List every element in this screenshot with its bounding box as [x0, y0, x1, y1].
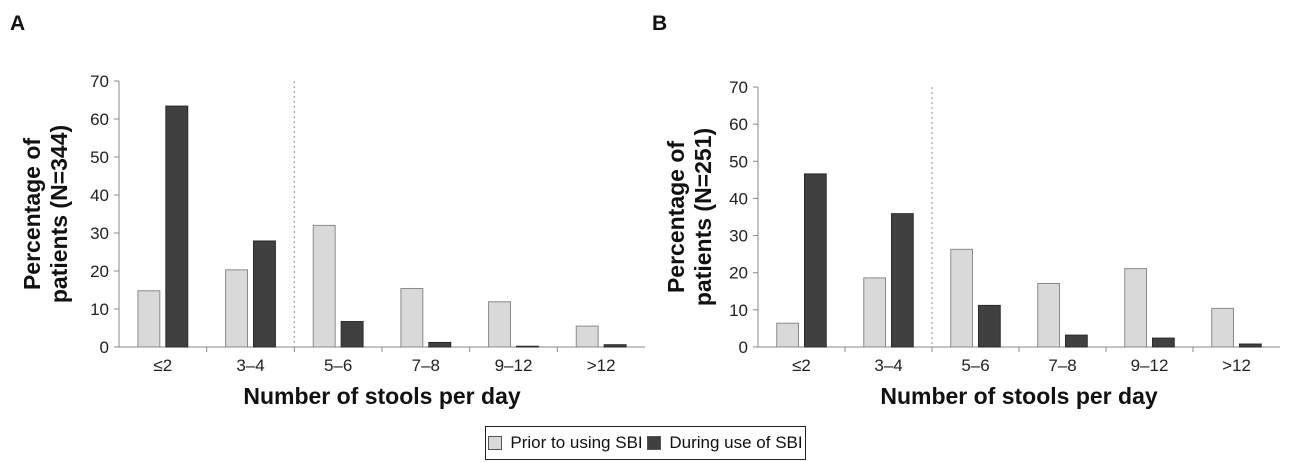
x-tick-label: 7–8	[412, 356, 440, 375]
y-tick-label: 10	[90, 300, 109, 319]
chart-panel-a: A 0 10 20 30 40 50 60 70 ≤2 3–4 5–6 7–8 9–12 >12 Number…	[10, 12, 645, 409]
bar-during	[253, 240, 276, 348]
bar-during	[1239, 343, 1262, 348]
y-tick-label: 30	[729, 227, 748, 246]
bar-prior	[400, 287, 424, 348]
x-axis-label: Number of stools per day	[880, 383, 1158, 409]
bar-prior	[1037, 282, 1060, 348]
x-tick-label: 9–12	[495, 356, 533, 375]
bar-prior	[575, 325, 599, 348]
y-tick-label: 40	[729, 189, 748, 208]
y-axis-label-line: Percentage of	[19, 138, 45, 290]
y-tick-label: 60	[90, 110, 109, 129]
bar-prior	[1124, 268, 1147, 348]
bar-prior	[776, 322, 799, 348]
x-axis-label: Number of stools per day	[243, 383, 521, 409]
bar-prior	[1211, 307, 1234, 348]
legend-swatch-prior	[488, 436, 503, 450]
bar-prior	[225, 269, 248, 348]
bar-during	[428, 341, 452, 348]
x-tick-label: ≤2	[792, 356, 811, 375]
panel-label: A	[10, 12, 25, 35]
y-tick-label: 0	[100, 338, 109, 357]
y-tick-label: 70	[90, 72, 109, 91]
bar-prior	[863, 277, 886, 348]
y-tick-label: 20	[90, 262, 109, 281]
y-tick-label: 40	[90, 186, 109, 205]
y-tick-label: 70	[729, 78, 748, 97]
y-axis-label-line: Percentage of	[663, 141, 689, 293]
bar-during	[804, 173, 827, 348]
x-tick-label: 5–6	[324, 356, 352, 375]
y-axis-label-line: patients (N=251)	[690, 128, 716, 306]
panel-label: B	[652, 12, 667, 35]
y-tick-label: 50	[729, 152, 748, 171]
y-tick-label: 20	[729, 264, 748, 283]
y-axis-label: Percentage ofpatients (N=344)	[19, 125, 72, 303]
bar-prior	[137, 290, 161, 348]
y-tick-label: 60	[729, 115, 748, 134]
legend-item-prior: Prior to using SBI	[488, 433, 643, 453]
x-tick-label: 7–8	[1048, 356, 1076, 375]
bar-during	[1065, 334, 1088, 348]
y-axis-label-line: patients (N=344)	[46, 125, 72, 303]
legend-item-during: During use of SBI	[647, 433, 803, 453]
legend: Prior to using SBI During use of SBI	[485, 426, 806, 460]
legend-swatch-during	[647, 436, 662, 450]
chart-panel-b: B 0 10 20 30 40 50 60 70 ≤2 3–4 5–6 7–8 9–12 >12 Number…	[652, 12, 1280, 409]
y-tick-label: 30	[90, 224, 109, 243]
x-tick-label: 5–6	[961, 356, 989, 375]
y-tick-label: 50	[90, 148, 109, 167]
bar-during	[603, 344, 627, 348]
bar-during	[516, 345, 539, 348]
legend-label-during: During use of SBI	[669, 433, 803, 452]
x-tick-label: 9–12	[1131, 356, 1169, 375]
y-tick-label: 10	[729, 301, 748, 320]
x-tick-label: ≤2	[153, 356, 172, 375]
bar-during	[1152, 337, 1175, 348]
y-axis-label: Percentage ofpatients (N=251)	[663, 128, 716, 306]
bar-during	[978, 304, 1001, 348]
y-tick-label: 0	[739, 338, 748, 357]
bar-during	[340, 321, 364, 348]
legend-label-prior: Prior to using SBI	[510, 433, 643, 452]
x-tick-label: >12	[1222, 356, 1251, 375]
bar-during	[165, 105, 189, 348]
bar-prior	[312, 224, 336, 348]
x-tick-label: 3–4	[236, 356, 264, 375]
bar-prior	[950, 248, 973, 348]
bar-prior	[488, 301, 512, 348]
x-tick-label: >12	[587, 356, 616, 375]
bar-during	[891, 213, 914, 348]
x-tick-label: 3–4	[874, 356, 902, 375]
